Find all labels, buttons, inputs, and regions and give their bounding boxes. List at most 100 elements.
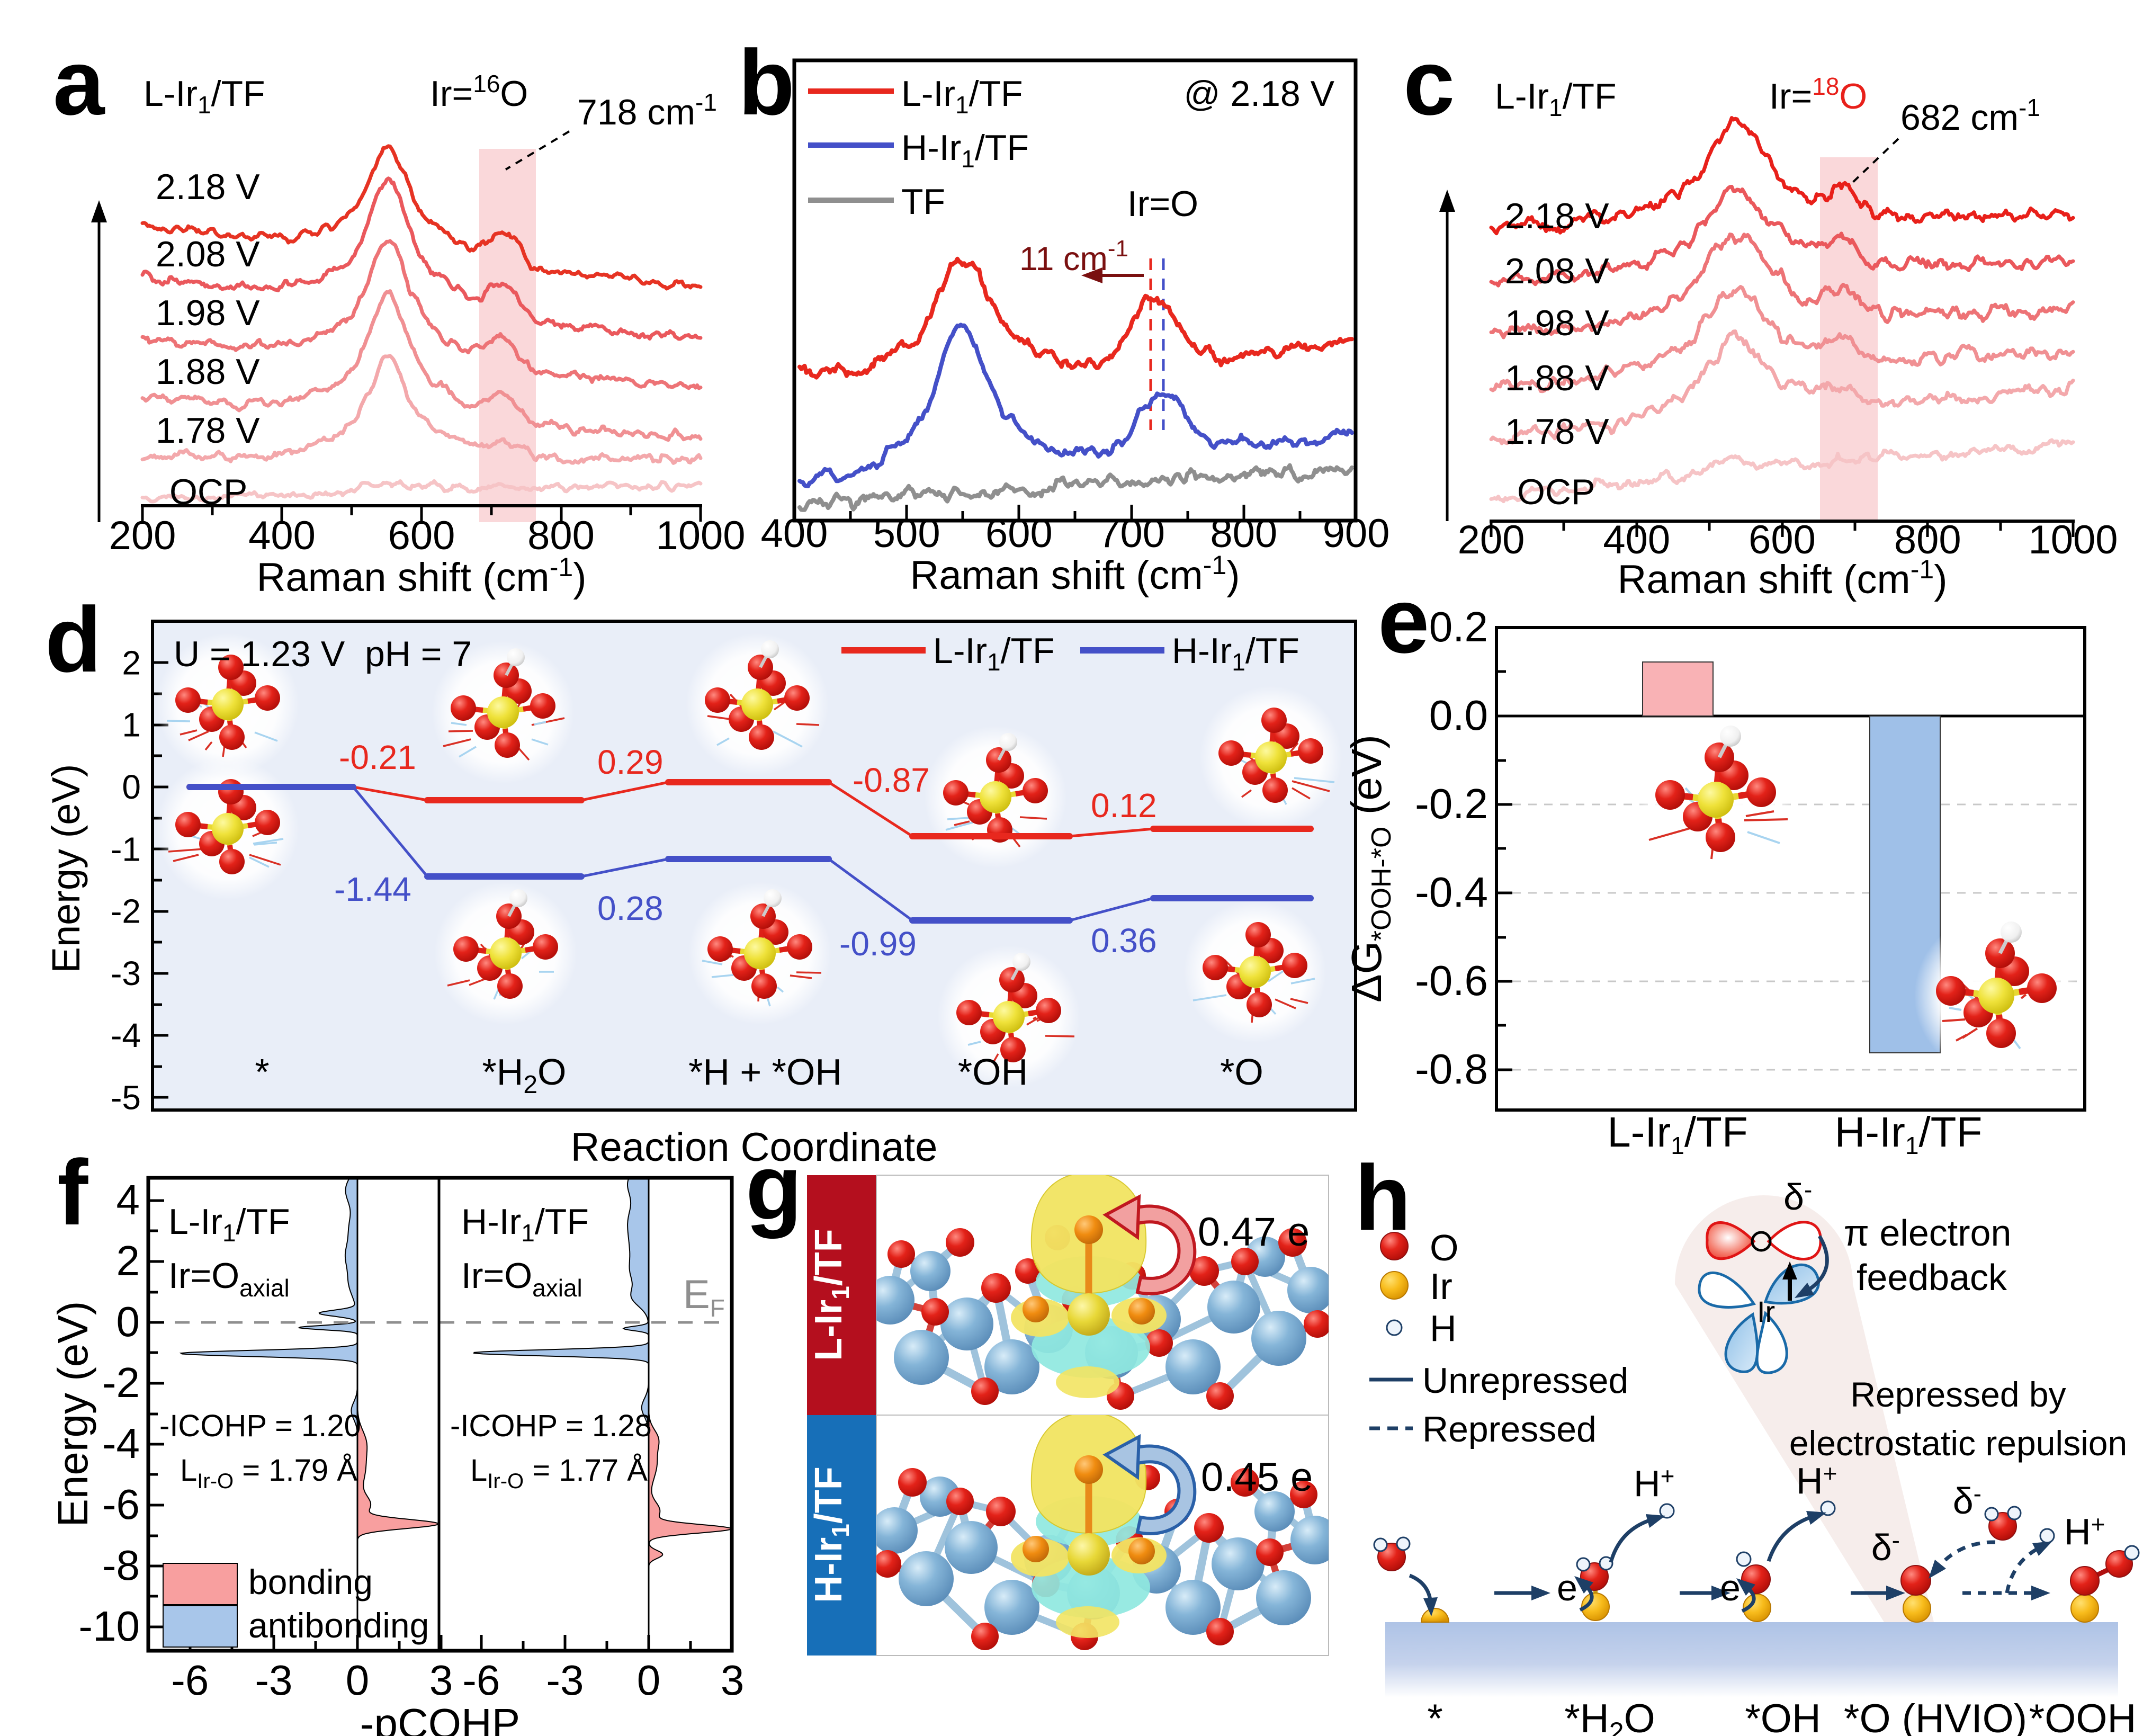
svg-text:feedback: feedback — [1857, 1257, 2007, 1298]
svg-text:3: 3 — [721, 1657, 745, 1704]
svg-text:antibonding: antibonding — [248, 1606, 429, 1645]
svg-text:-0.87: -0.87 — [853, 761, 930, 799]
svg-text:4: 4 — [116, 1176, 140, 1223]
svg-text:800: 800 — [527, 513, 595, 558]
svg-text:L-Ir1/TF: L-Ir1/TF — [168, 1202, 290, 1247]
svg-text:1000: 1000 — [656, 513, 745, 558]
svg-text:0: 0 — [116, 1298, 140, 1345]
svg-text:-10: -10 — [78, 1603, 140, 1650]
svg-text:O: O — [1430, 1227, 1458, 1268]
svg-text:1000: 1000 — [2028, 517, 2118, 562]
svg-text:0.36: 0.36 — [1091, 921, 1157, 960]
svg-text:2.18 V: 2.18 V — [1505, 196, 1609, 236]
svg-text:-3: -3 — [546, 1657, 584, 1704]
svg-text:-0.4: -0.4 — [1415, 869, 1488, 916]
svg-text:f: f — [57, 1141, 88, 1245]
svg-text:-0.99: -0.99 — [839, 925, 917, 963]
svg-text:TF: TF — [901, 182, 945, 222]
svg-text:0.29: 0.29 — [597, 743, 663, 781]
svg-text:Ir: Ir — [1757, 1295, 1775, 1328]
svg-text:2.08 V: 2.08 V — [156, 234, 260, 274]
svg-text:-8: -8 — [102, 1542, 140, 1589]
svg-text:-1.44: -1.44 — [334, 870, 411, 908]
svg-text:718 cm-1: 718 cm-1 — [577, 88, 717, 132]
svg-text:800: 800 — [1894, 517, 1961, 562]
svg-text:-0.8: -0.8 — [1415, 1045, 1488, 1093]
svg-text:e: e — [1720, 1567, 1741, 1608]
svg-text:1.88 V: 1.88 V — [1505, 358, 1609, 398]
svg-text:Ir: Ir — [1430, 1266, 1452, 1307]
svg-text:Ir=O: Ir=O — [1127, 184, 1198, 224]
svg-text:900: 900 — [1323, 511, 1390, 556]
svg-text:*OH: *OH — [1745, 1696, 1821, 1736]
svg-text:0: 0 — [637, 1657, 661, 1704]
svg-text:Reaction Coordinate: Reaction Coordinate — [571, 1125, 938, 1170]
svg-text:H+: H+ — [1634, 1462, 1674, 1504]
svg-text:400: 400 — [1603, 517, 1670, 562]
svg-text:e: e — [1378, 569, 1429, 673]
svg-text:0.2: 0.2 — [1429, 603, 1488, 650]
svg-text:1.98 V: 1.98 V — [1505, 303, 1609, 343]
svg-text:800: 800 — [1210, 511, 1277, 556]
svg-text:-pCOHP: -pCOHP — [360, 1700, 520, 1736]
svg-text:Repressed: Repressed — [1422, 1409, 1597, 1449]
svg-text:-1: -1 — [111, 830, 141, 868]
svg-text:a: a — [53, 31, 105, 135]
svg-text:682 cm-1: 682 cm-1 — [1900, 94, 2040, 138]
svg-text:600: 600 — [985, 511, 1053, 556]
svg-text:-6: -6 — [171, 1657, 209, 1704]
svg-text:-0.2: -0.2 — [1415, 780, 1488, 827]
svg-text:1: 1 — [122, 706, 141, 744]
svg-text:2: 2 — [122, 643, 141, 682]
svg-text:1.78 V: 1.78 V — [1505, 411, 1609, 452]
svg-text:0.0: 0.0 — [1429, 692, 1488, 739]
svg-text:0.45 e: 0.45 e — [1201, 1455, 1313, 1500]
svg-text:-6: -6 — [102, 1481, 140, 1528]
svg-text:-4: -4 — [102, 1420, 140, 1467]
svg-text:0: 0 — [122, 768, 141, 806]
svg-text:Raman shift (cm-1): Raman shift (cm-1) — [1617, 554, 1947, 602]
svg-text:2.18 V: 2.18 V — [156, 167, 260, 207]
svg-text:@ 2.18 V: @ 2.18 V — [1183, 74, 1334, 114]
svg-text:600: 600 — [388, 513, 455, 558]
svg-text:-5: -5 — [111, 1079, 141, 1117]
svg-text:400: 400 — [248, 513, 316, 558]
svg-text:-ICOHP = 1.20: -ICOHP = 1.20 — [159, 1409, 361, 1443]
svg-text:Repressed by: Repressed by — [1850, 1375, 2066, 1414]
svg-text:H-Ir1/TF: H-Ir1/TF — [461, 1202, 589, 1247]
svg-text:200: 200 — [1458, 517, 1525, 562]
svg-text:OCP: OCP — [169, 472, 247, 512]
svg-text:700: 700 — [1098, 511, 1165, 556]
svg-text:Energy (eV): Energy (eV) — [49, 1301, 96, 1527]
svg-text:Unrepressed: Unrepressed — [1422, 1361, 1628, 1401]
svg-text:1.78 V: 1.78 V — [156, 410, 260, 451]
svg-text:U = 1.23 V pH = 7: U = 1.23 V pH = 7 — [174, 634, 472, 674]
svg-text:0.28: 0.28 — [597, 889, 663, 927]
svg-text:*O (HVIO): *O (HVIO) — [1844, 1696, 2027, 1736]
svg-text:1.88 V: 1.88 V — [156, 352, 260, 392]
svg-text:π electron: π electron — [1844, 1212, 2012, 1254]
svg-text:LIr-O = 1.79 Å: LIr-O = 1.79 Å — [180, 1453, 357, 1493]
svg-text:-3: -3 — [111, 954, 141, 992]
svg-text:*: * — [255, 1051, 269, 1093]
svg-text:0.47 e: 0.47 e — [1198, 1210, 1310, 1255]
svg-text:*OOH: *OOH — [2029, 1696, 2137, 1736]
svg-text:2: 2 — [116, 1237, 140, 1284]
svg-text:3: 3 — [429, 1657, 453, 1704]
svg-text:-0.6: -0.6 — [1415, 957, 1488, 1004]
svg-text:0: 0 — [346, 1657, 370, 1704]
svg-text:h: h — [1355, 1147, 1411, 1250]
svg-text:OCP: OCP — [1517, 472, 1595, 512]
svg-text:-2: -2 — [102, 1359, 140, 1406]
svg-text:500: 500 — [873, 511, 940, 556]
svg-text:bonding: bonding — [248, 1562, 373, 1601]
svg-text:g: g — [746, 1136, 802, 1239]
svg-text:L-Ir1/TF: L-Ir1/TF — [1607, 1108, 1748, 1159]
svg-text:c: c — [1403, 31, 1455, 135]
svg-text:200: 200 — [109, 513, 176, 558]
svg-text:electrostatic repulsion: electrostatic repulsion — [1789, 1424, 2127, 1463]
svg-text:*: * — [1427, 1696, 1443, 1736]
svg-text:*H + *OH: *H + *OH — [688, 1051, 842, 1093]
svg-text:-ICOHP = 1.28: -ICOHP = 1.28 — [450, 1409, 652, 1443]
svg-text:H: H — [1430, 1308, 1457, 1349]
